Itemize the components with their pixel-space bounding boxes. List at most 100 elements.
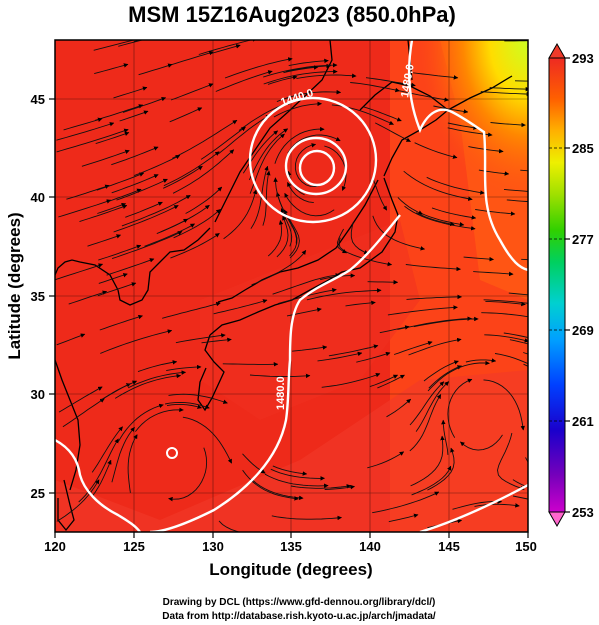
- streamline: [144, 223, 195, 247]
- x-tick-label: 145: [438, 539, 460, 554]
- streamline: [465, 358, 497, 363]
- streamline: [58, 386, 103, 413]
- contour-low-north-mid: [284, 136, 348, 196]
- x-tick-label: 140: [359, 539, 381, 554]
- streamline: [201, 337, 232, 344]
- streamline: [428, 365, 462, 389]
- streamline: [222, 362, 279, 367]
- colorbar: 293 285 277 269 261 253: [548, 42, 594, 528]
- streamline: [249, 373, 311, 379]
- streamline: [321, 372, 381, 388]
- streamline: [101, 380, 138, 401]
- streamline: [403, 170, 473, 201]
- coastline-china-south: [55, 359, 81, 491]
- streamline: [485, 300, 526, 307]
- coastlines: [55, 40, 513, 532]
- streamline: [111, 146, 159, 166]
- cool-shading-northeast: [420, 40, 528, 200]
- streamline: [78, 438, 119, 503]
- streamline: [97, 202, 127, 214]
- streamline: [374, 122, 411, 143]
- streamline: [480, 91, 528, 97]
- streamline: [63, 117, 103, 131]
- streamline: [122, 96, 167, 113]
- streamline: [413, 72, 459, 80]
- streamline: [372, 491, 440, 514]
- streamline: [506, 199, 528, 203]
- contour-southeast: [419, 483, 528, 532]
- streamline: [372, 178, 388, 211]
- streamline: [267, 75, 298, 85]
- streamline: [173, 209, 221, 239]
- streamline: [113, 86, 148, 99]
- contour-southwest: [55, 438, 141, 532]
- streamline: [408, 337, 462, 356]
- streamline: [338, 237, 393, 267]
- streamline: [224, 57, 293, 79]
- streamline: [108, 188, 142, 202]
- colorbar-bottom-triangle: [548, 511, 566, 528]
- streamline: [284, 192, 335, 217]
- streamline: [490, 122, 526, 128]
- contour-low-north-outer: [248, 96, 378, 224]
- x-tick-label: 125: [123, 539, 145, 554]
- y-tick-label: 40: [31, 190, 45, 205]
- streamline: [248, 128, 289, 181]
- gridlines: [55, 40, 528, 532]
- streamline: [165, 401, 210, 409]
- streamline: [420, 212, 465, 227]
- streamline: [427, 447, 455, 491]
- streamline: [163, 165, 203, 189]
- streamline: [56, 333, 86, 346]
- coastline-korea: [117, 227, 211, 306]
- y-tick-label: 25: [31, 486, 45, 501]
- streamline: [363, 106, 402, 122]
- streamline: [494, 353, 528, 365]
- streamline: [399, 90, 449, 102]
- streamline: [272, 465, 308, 476]
- x-tick-label: 120: [44, 539, 66, 554]
- streamline: [56, 128, 129, 153]
- streamline: [274, 126, 325, 164]
- streamline: [135, 407, 184, 432]
- streamline: [527, 46, 528, 48]
- streamline: [328, 344, 379, 357]
- streamline: [166, 364, 202, 372]
- x-ticks: [54, 532, 529, 538]
- streamline: [350, 82, 400, 93]
- streamline: [213, 299, 268, 315]
- streamline: [198, 40, 258, 55]
- contour-low-south: [166, 447, 178, 459]
- streamline: [87, 234, 122, 247]
- streamline: [365, 77, 416, 88]
- streamline: [242, 469, 299, 501]
- streamline: [372, 215, 426, 251]
- streamline: [211, 44, 241, 54]
- colorbar-gradient: [548, 57, 566, 513]
- streamline: [393, 340, 433, 355]
- streamline: [276, 215, 289, 258]
- streamline: [79, 204, 128, 223]
- streamline: [388, 513, 419, 523]
- streamline: [404, 205, 476, 231]
- x-tick-label: 135: [280, 539, 302, 554]
- streamline: [271, 515, 342, 521]
- streamline: [287, 181, 314, 204]
- streamline: [111, 174, 159, 194]
- streamline: [481, 312, 528, 318]
- streamline: [200, 126, 246, 160]
- streamline: [350, 222, 369, 255]
- streamline: [416, 212, 455, 227]
- streamline: [292, 345, 328, 352]
- y-tick-label: 30: [31, 387, 45, 402]
- streamline: [409, 381, 445, 426]
- streamline: [386, 398, 412, 418]
- streamline: [447, 122, 478, 130]
- height-contours: [55, 40, 528, 532]
- streamline: [287, 134, 341, 154]
- streamline: [99, 314, 143, 331]
- streamline: [427, 360, 490, 392]
- streamline: [285, 63, 331, 72]
- x-axis-label: Longitude (degrees): [209, 560, 372, 579]
